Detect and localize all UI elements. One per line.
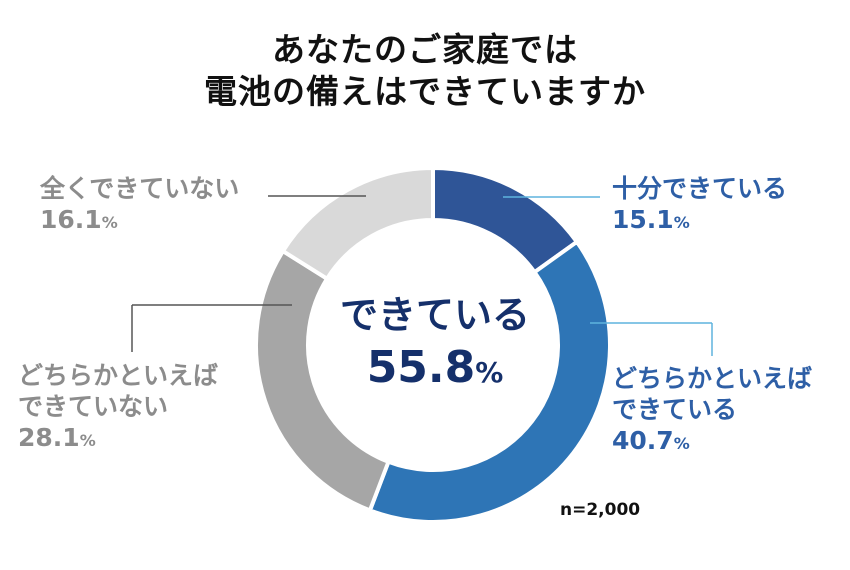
chart-title-line-1: あなたのご家庭では	[272, 30, 578, 69]
label-somewhat-not-ready: どちらかといえば できていない 28.1%	[18, 360, 218, 456]
sample-size-note: n=2,000	[560, 500, 641, 520]
center-value-number: 55.8	[366, 342, 476, 393]
label-not-at-all: 全くできていない 16.1%	[40, 173, 239, 238]
label-somewhat-not-ready-value: 28.1	[18, 423, 80, 452]
label-sufficient-value: 15.1	[612, 205, 674, 234]
label-not-at-all-percent: %	[101, 213, 118, 232]
label-somewhat-ready-percent: %	[673, 434, 690, 453]
label-somewhat-not-ready-line-2: できていない	[18, 392, 169, 421]
label-somewhat-not-ready-percent: %	[79, 431, 96, 450]
chart-title-line-2: 電池の備えはできていますか	[204, 72, 646, 111]
slice-somewhat-ready	[367, 239, 612, 524]
slice-not-at-all	[280, 165, 435, 282]
label-not-at-all-line-1: 全くできていない	[40, 174, 240, 203]
label-sufficient-percent: %	[673, 213, 690, 232]
slice-somewhat-not-ready	[254, 248, 392, 513]
label-somewhat-not-ready-line-1: どちらかといえば	[18, 361, 219, 390]
label-somewhat-ready-value: 40.7	[612, 426, 674, 455]
label-somewhat-ready-line-2: できている	[612, 395, 738, 424]
label-somewhat-ready: どちらかといえば できている 40.7%	[612, 363, 812, 459]
center-label: できている	[339, 293, 530, 337]
label-sufficient-line-1: 十分できている	[612, 174, 788, 203]
label-not-at-all-value: 16.1	[40, 205, 102, 234]
center-value-unit: %	[475, 356, 504, 389]
label-somewhat-ready-line-1: どちらかといえば	[612, 364, 813, 393]
label-sufficient: 十分できている 15.1%	[612, 173, 787, 238]
center-value: 55.8%	[330, 342, 540, 403]
